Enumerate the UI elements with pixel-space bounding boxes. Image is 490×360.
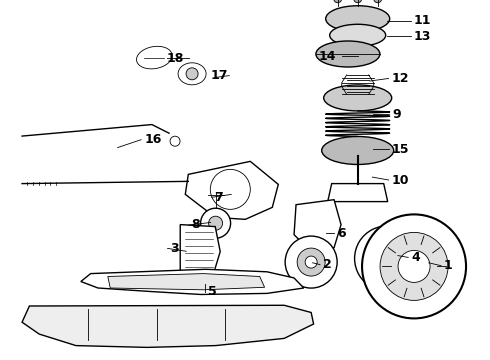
Text: 17: 17 <box>211 69 228 82</box>
Polygon shape <box>328 184 388 202</box>
Circle shape <box>170 136 180 146</box>
Text: 1: 1 <box>444 259 453 272</box>
Polygon shape <box>180 225 220 275</box>
Circle shape <box>380 233 448 300</box>
Polygon shape <box>22 305 314 347</box>
Text: 13: 13 <box>414 30 431 42</box>
Ellipse shape <box>326 6 390 32</box>
Circle shape <box>209 216 222 230</box>
Circle shape <box>200 208 231 238</box>
Circle shape <box>398 251 430 282</box>
Text: 4: 4 <box>412 251 420 264</box>
Circle shape <box>362 215 466 318</box>
Text: 18: 18 <box>167 52 184 65</box>
Text: 9: 9 <box>392 108 401 121</box>
Circle shape <box>334 0 342 3</box>
Circle shape <box>354 0 362 3</box>
Text: 15: 15 <box>392 143 410 156</box>
Circle shape <box>285 236 337 288</box>
Text: 12: 12 <box>392 72 410 85</box>
Text: 7: 7 <box>215 191 223 204</box>
Ellipse shape <box>316 41 380 67</box>
Ellipse shape <box>330 24 386 46</box>
Polygon shape <box>81 269 304 294</box>
Text: 5: 5 <box>208 285 217 298</box>
Ellipse shape <box>324 85 392 111</box>
Ellipse shape <box>178 63 206 85</box>
Polygon shape <box>108 274 265 290</box>
Text: 10: 10 <box>392 174 410 186</box>
Text: 14: 14 <box>318 50 336 63</box>
Polygon shape <box>185 161 278 219</box>
Text: 11: 11 <box>414 14 432 27</box>
Text: 8: 8 <box>191 219 200 231</box>
Text: 2: 2 <box>323 258 332 271</box>
Text: 3: 3 <box>171 242 179 255</box>
Text: 6: 6 <box>337 227 346 240</box>
Text: 16: 16 <box>145 133 162 146</box>
Circle shape <box>186 68 198 80</box>
Ellipse shape <box>210 169 250 210</box>
Circle shape <box>374 0 382 3</box>
Polygon shape <box>294 200 341 252</box>
Ellipse shape <box>322 136 393 165</box>
Circle shape <box>297 248 325 276</box>
Ellipse shape <box>137 46 172 69</box>
Circle shape <box>305 256 317 268</box>
